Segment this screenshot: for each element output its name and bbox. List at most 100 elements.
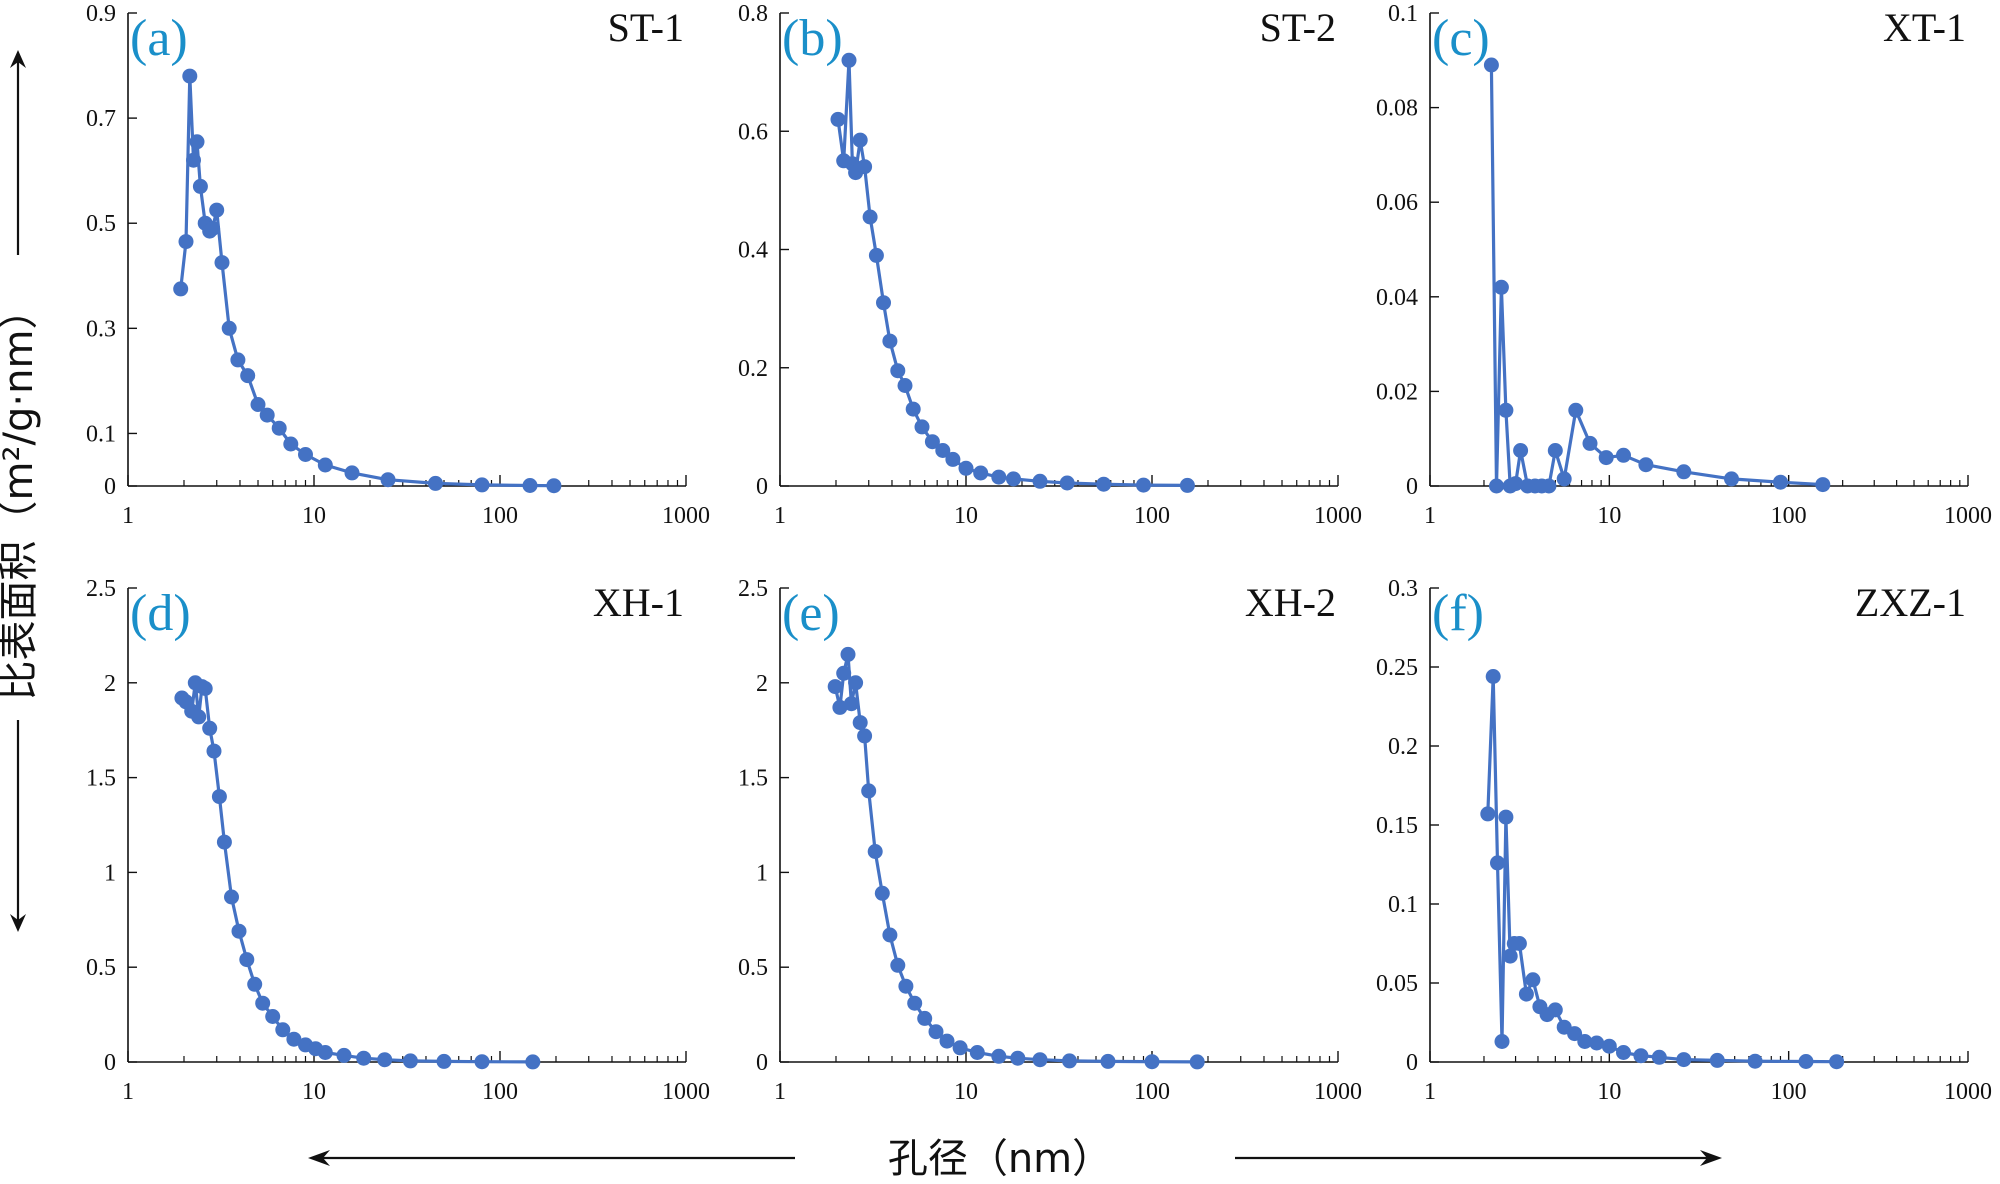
data-point [1798, 1054, 1814, 1069]
panel-label: (d) [130, 585, 191, 642]
data-point [211, 789, 227, 805]
y-tick-label: 0 [104, 474, 116, 500]
data-point [402, 1053, 418, 1069]
x-tick-label: 100 [1771, 503, 1807, 529]
panel-label: (c) [1432, 10, 1490, 67]
data-point [1567, 1026, 1583, 1042]
data-point [905, 401, 921, 417]
data-point [1616, 447, 1631, 463]
x-tick-label: 1000 [1944, 1079, 1992, 1105]
data-point [843, 696, 859, 712]
y-tick-label: 0 [756, 474, 768, 500]
data-point [336, 1047, 352, 1063]
data-point [1498, 809, 1514, 825]
data-point [265, 1009, 281, 1024]
data-point [1633, 1048, 1649, 1064]
data-point [969, 1045, 985, 1060]
data-point [216, 834, 232, 850]
data-point [867, 844, 883, 859]
data-point [202, 720, 218, 736]
y-tick-label: 2 [104, 671, 116, 697]
data-point [191, 709, 207, 725]
y-axis-label-group: 比表面积（m²/g·nm） [0, 50, 42, 932]
data-point [1032, 1052, 1048, 1068]
data-point [991, 1048, 1007, 1064]
data-point [1747, 1053, 1763, 1069]
data-point [1498, 402, 1514, 418]
data-point [935, 443, 951, 458]
data-point [1100, 1053, 1116, 1069]
data-point [356, 1050, 372, 1066]
data-point [1483, 57, 1499, 73]
series-line [836, 58, 1188, 487]
x-tick-label: 10 [1597, 1079, 1621, 1105]
panel-a: 1 10 100 1000 0 0.1 0.3 0.5 0.7 0.9 (a) ST-1 [86, 1, 710, 529]
data-point [1638, 457, 1654, 473]
data-point [206, 743, 222, 759]
x-axis-label: 孔径（nm） [888, 1136, 1112, 1182]
x-tick-label: 10 [1597, 503, 1621, 529]
data-point [924, 434, 940, 450]
y-arrow-down-head [10, 914, 26, 932]
data-point [952, 1040, 968, 1056]
data-point [917, 1010, 933, 1026]
data-point [898, 978, 914, 994]
x-tick-label: 1000 [1314, 503, 1362, 529]
data-point [852, 715, 868, 731]
data-point [1616, 1045, 1631, 1060]
data-point [1096, 476, 1112, 492]
y-tick-label: 0.1 [86, 421, 116, 447]
data-point [1709, 1052, 1725, 1068]
y-tick-label: 1 [104, 860, 116, 886]
x-tick-label: 1000 [1314, 1079, 1362, 1105]
y-tick-label: 0.05 [1376, 971, 1418, 997]
data-point [1480, 806, 1496, 822]
data-point [436, 1053, 452, 1069]
y-tick-label: 0.4 [738, 238, 768, 264]
data-point [231, 923, 247, 939]
data-point [1518, 986, 1534, 1002]
data-point [1541, 478, 1557, 494]
sample-name: ST-1 [608, 5, 684, 50]
y-tick-label: 0.06 [1376, 190, 1418, 216]
data-point [840, 646, 856, 662]
data-point [1502, 948, 1518, 964]
panel-label: (e) [782, 585, 840, 642]
y-tick-label: 0.2 [1388, 734, 1418, 760]
x-tick-label: 10 [302, 503, 326, 529]
sample-name: XH-2 [1245, 580, 1336, 625]
data-point [830, 111, 846, 127]
data-point [1582, 435, 1598, 451]
x-tick-label: 1 [1424, 1079, 1436, 1105]
y-arrow-up-head [10, 50, 26, 68]
panel-c: 1 10 100 1000 0 0.02 0.04 0.06 0.08 0.1 (c) XT-1 [1376, 1, 1992, 529]
data-point [832, 699, 848, 715]
data-point [1490, 855, 1505, 871]
x-tick-label: 10 [954, 1079, 978, 1105]
data-point [841, 52, 857, 68]
data-point [1489, 478, 1504, 494]
x-tick-label: 100 [1134, 503, 1170, 529]
y-tick-label: 0.5 [86, 211, 116, 237]
x-arrow-right-head [1700, 1150, 1722, 1166]
data-point [991, 469, 1007, 485]
data-point [1651, 1049, 1667, 1065]
y-tick-label: 2.5 [86, 576, 116, 602]
data-point [1059, 475, 1075, 491]
data-point [271, 420, 287, 436]
x-arrow-left-head [308, 1150, 330, 1166]
y-tick-label: 0.2 [738, 356, 768, 382]
x-tick-label: 10 [954, 503, 978, 529]
data-point [1508, 476, 1524, 492]
sample-name: ST-2 [1260, 5, 1336, 50]
x-tick-label: 1 [774, 503, 786, 529]
data-point [1676, 464, 1692, 480]
data-point [1568, 402, 1584, 418]
data-point [1577, 1034, 1593, 1049]
y-tick-label: 0.5 [738, 955, 768, 981]
data-point [958, 460, 974, 476]
data-point [474, 1054, 490, 1070]
data-point [546, 478, 562, 494]
x-tick-label: 1 [122, 503, 134, 529]
y-tick-label: 0.3 [86, 316, 116, 342]
